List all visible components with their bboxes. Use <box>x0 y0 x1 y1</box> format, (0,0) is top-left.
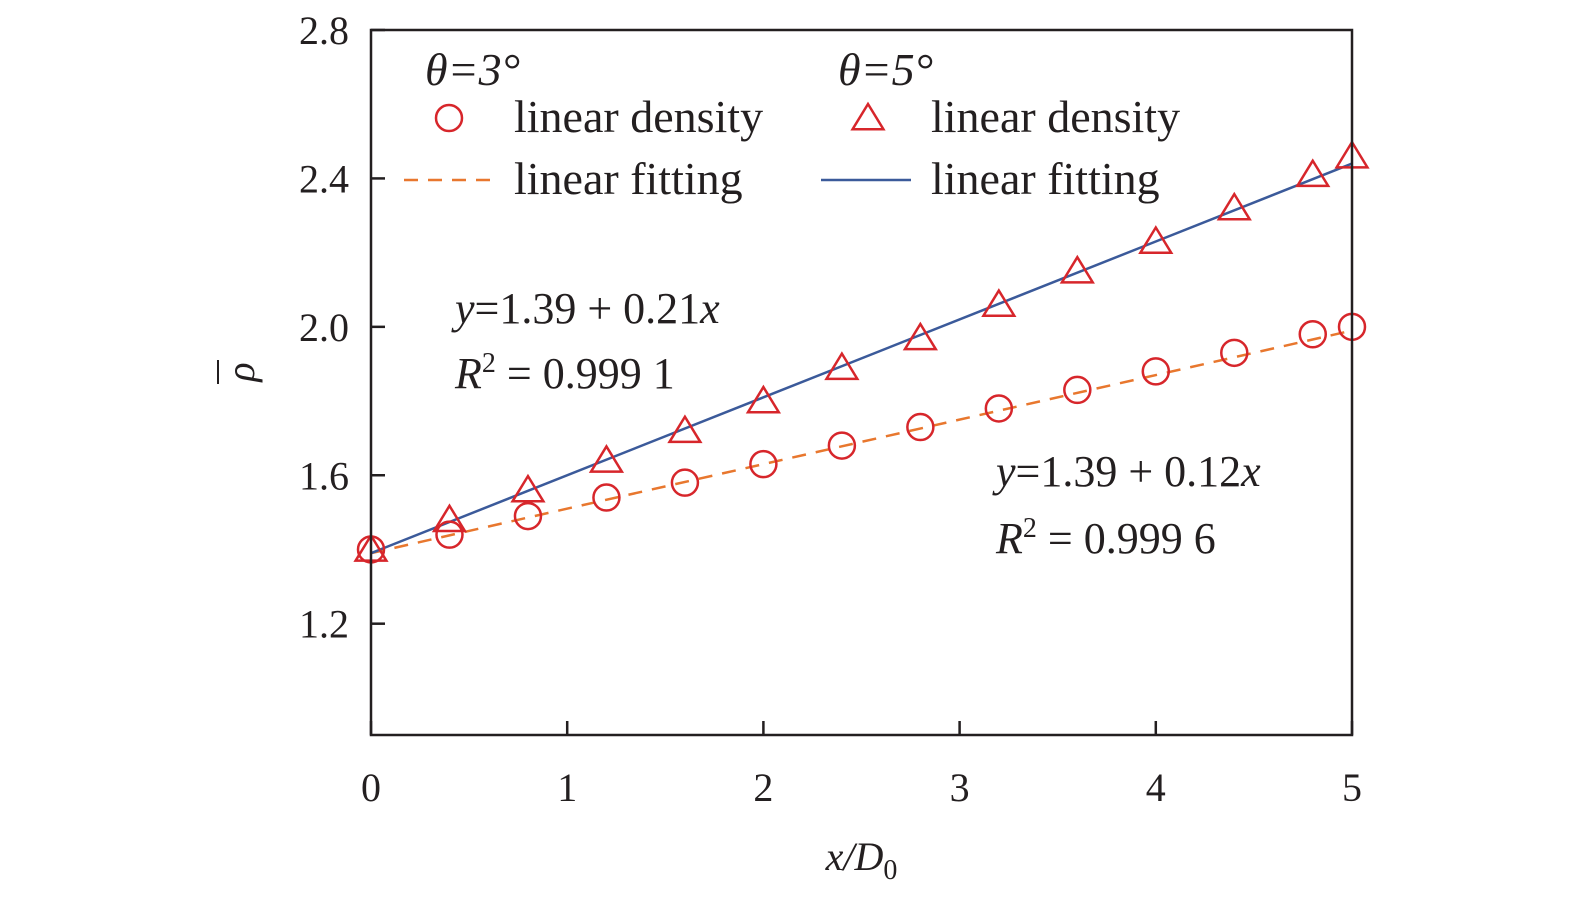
x-axis-label-subscript: 0 <box>883 855 897 886</box>
data-point-triangle <box>1216 191 1252 221</box>
legend-triangle-marker-icon <box>850 101 886 131</box>
y-tick-label: 2.4 <box>299 156 349 201</box>
data-point-circle <box>1063 375 1092 405</box>
data-point-circle <box>906 412 935 442</box>
legend: θ=3° θ=5° linear density linear density … <box>404 44 1180 204</box>
legend-title-theta5: θ=5° <box>838 44 933 95</box>
fit-annotation-theta3: y=1.39 + 0.12x R2 = 0.999 6 <box>992 447 1261 563</box>
data-point-triangle <box>902 321 938 351</box>
legend-label-theta3-fitting: linear fitting <box>514 153 743 204</box>
data-point-circle <box>513 501 543 531</box>
x-tick-label: 2 <box>753 765 773 810</box>
legend-circle-marker-icon <box>434 103 464 133</box>
x-tick-label: 3 <box>950 765 970 810</box>
data-point-triangle <box>1138 225 1174 254</box>
x-axis-label: x/D0 <box>825 834 898 886</box>
legend-label-theta5-density: linear density <box>931 91 1180 142</box>
data-point-triangle <box>588 444 625 473</box>
data-point-circle <box>1220 338 1249 368</box>
x-tick-label: 4 <box>1146 765 1166 810</box>
y-axis-label-group: ρ <box>217 360 263 384</box>
data-point-circle <box>670 468 700 497</box>
x-tick-label: 1 <box>557 765 577 810</box>
y-tick-label: 2.8 <box>299 8 349 53</box>
data-point-circle <box>592 483 621 512</box>
y-tick-label: 1.2 <box>299 602 349 647</box>
data-point-circle <box>435 520 464 549</box>
data-point-circle <box>827 431 857 460</box>
data-point-triangle <box>431 503 468 533</box>
data-point-triangle <box>1059 254 1095 284</box>
data-point-circle <box>984 394 1014 423</box>
x-axis-label-main: x/D <box>825 834 884 879</box>
data-point-triangle <box>667 414 703 444</box>
y-axis-ticks: 1.2 1.6 2.0 2.4 2.8 <box>299 8 385 647</box>
fit-equation-theta5: y=1.39 + 0.21x <box>451 284 720 333</box>
data-point-triangle <box>981 288 1017 318</box>
fit-r-squared-theta3: R2 = 0.999 6 <box>995 513 1216 563</box>
fit-annotation-theta5: y=1.39 + 0.21x R2 = 0.999 1 <box>451 284 720 398</box>
legend-label-theta3-density: linear density <box>514 91 763 142</box>
x-tick-label: 5 <box>1342 765 1362 810</box>
y-tick-label: 2.0 <box>299 305 349 350</box>
fit-equation-theta3: y=1.39 + 0.12x <box>992 447 1261 496</box>
fit-r-squared-theta5: R2 = 0.999 1 <box>454 348 675 398</box>
data-point-triangle <box>824 351 860 381</box>
plot-frame <box>369 28 1354 737</box>
data-point-circle <box>1298 320 1328 349</box>
data-point-triangle <box>745 384 782 414</box>
x-axis-ticks: 0 1 2 3 4 5 <box>361 721 1362 810</box>
data-markers <box>353 139 1370 564</box>
legend-title-theta3: θ=3° <box>425 44 520 95</box>
y-tick-label: 1.6 <box>299 453 349 498</box>
data-point-circle <box>749 449 778 479</box>
y-axis-label: ρ <box>218 362 263 383</box>
data-point-triangle <box>510 473 546 503</box>
x-tick-label: 0 <box>361 765 381 810</box>
data-point-circle <box>1141 357 1171 386</box>
legend-label-theta5-fitting: linear fitting <box>931 153 1160 204</box>
data-point-triangle <box>1295 158 1331 188</box>
